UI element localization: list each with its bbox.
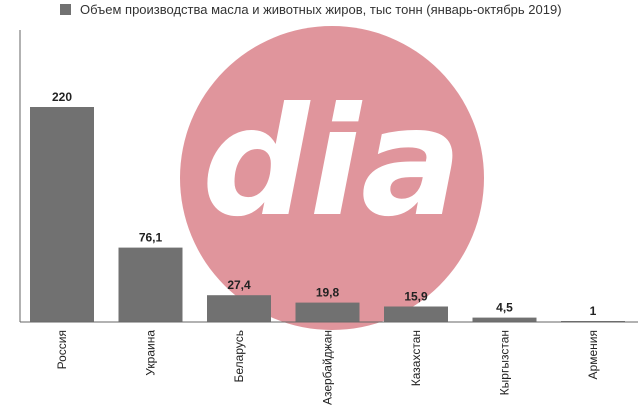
bar-3 [295, 302, 360, 322]
value-label-3: 19,8 [316, 286, 340, 300]
logo-circle [180, 26, 484, 330]
bar-1 [118, 247, 183, 322]
bar-5 [472, 317, 537, 322]
logo-text: dia [202, 76, 462, 250]
value-label-2: 27,4 [227, 278, 251, 292]
bar-0 [30, 107, 94, 322]
value-label-6: 1 [590, 304, 597, 318]
tick-label-6: Армения [586, 330, 600, 379]
tick-label-3: Азербайджан [321, 330, 335, 405]
tick-labels: Россия Украина Беларусь Азербайджан Казахста… [55, 330, 600, 405]
tick-label-4: Казахстан [409, 330, 423, 386]
bar-2 [207, 295, 271, 322]
value-label-0: 220 [52, 90, 72, 104]
bar-4 [384, 306, 448, 322]
value-labels: 220 76,1 27,4 19,8 15,9 4,5 1 [52, 90, 597, 318]
bars [30, 107, 625, 322]
tick-label-0: Россия [55, 330, 69, 369]
tick-label-5: Кыргызстан [498, 330, 512, 395]
legend-label: Объем производства масла и животных жиро… [80, 2, 562, 17]
legend-swatch [60, 4, 71, 15]
value-label-5: 4,5 [496, 301, 513, 315]
value-label-1: 76,1 [139, 231, 163, 245]
watermark-logo: dia [180, 26, 484, 330]
legend: Объем производства масла и животных жиро… [60, 2, 562, 17]
tick-label-1: Украина [144, 330, 158, 376]
value-label-4: 15,9 [404, 290, 428, 304]
tick-label-2: Беларусь [232, 330, 246, 382]
